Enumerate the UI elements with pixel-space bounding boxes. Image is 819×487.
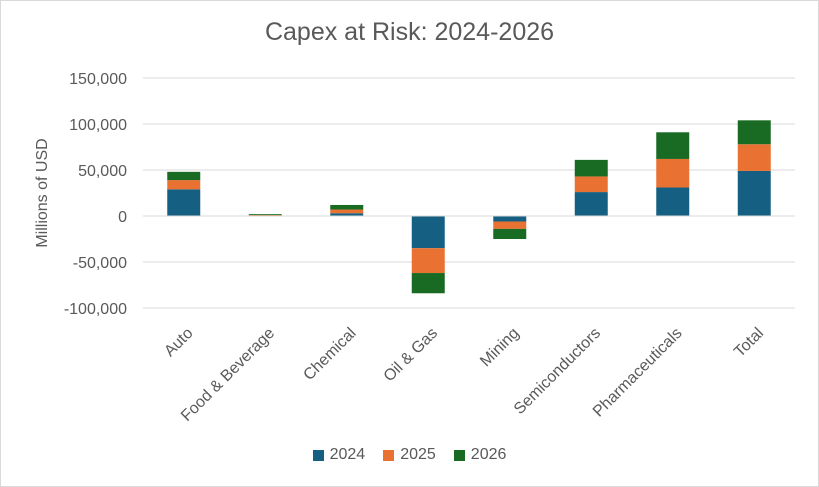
bars bbox=[143, 120, 795, 294]
bar-2024 bbox=[330, 213, 364, 216]
legend-label: 2026 bbox=[470, 446, 507, 463]
bar-2026 bbox=[737, 120, 771, 145]
x-category-label: Oil & Gas bbox=[381, 325, 441, 385]
x-category-label: Auto bbox=[161, 325, 196, 360]
chart-title: Capex at Risk: 2024-2026 bbox=[264, 18, 555, 46]
legend-item: 2024 bbox=[312, 446, 366, 464]
legend-swatch bbox=[383, 449, 395, 461]
y-tick-label: -100,000 bbox=[64, 301, 127, 318]
bar-2025 bbox=[737, 144, 771, 171]
x-category-label: Pharmaceuticals bbox=[590, 325, 686, 421]
bar-2026 bbox=[248, 214, 282, 216]
bar-2025 bbox=[411, 248, 445, 274]
y-tick-label: -50,000 bbox=[73, 255, 127, 272]
bar-2025 bbox=[330, 209, 364, 214]
y-tick-label: 150,000 bbox=[69, 71, 127, 88]
x-category-label: Mining bbox=[477, 325, 522, 370]
legend-item: 2025 bbox=[383, 446, 436, 464]
bar-2024 bbox=[167, 189, 201, 216]
bar-2024 bbox=[493, 216, 527, 222]
bar-2026 bbox=[330, 204, 364, 210]
legend-swatch bbox=[453, 449, 465, 461]
legend-label: 2025 bbox=[400, 446, 436, 463]
bar-2024 bbox=[656, 187, 690, 216]
grid-lines bbox=[143, 77, 795, 309]
bar-2026 bbox=[167, 171, 201, 181]
y-tick-label: 100,000 bbox=[69, 117, 127, 134]
bar-2026 bbox=[411, 273, 445, 294]
bar-2026 bbox=[493, 228, 527, 239]
bar-2025 bbox=[493, 221, 527, 229]
x-category-label: Total bbox=[731, 325, 767, 361]
legend-label: 2024 bbox=[329, 446, 366, 463]
bar-2025 bbox=[574, 176, 608, 193]
legend: 2024 2025 2026 bbox=[0, 446, 819, 464]
y-tick-label: 0 bbox=[118, 209, 127, 226]
bar-2024 bbox=[411, 216, 445, 249]
bar-2025 bbox=[248, 215, 282, 216]
y-tick-label: 50,000 bbox=[78, 163, 127, 180]
y-axis-label: Millions of USD bbox=[34, 138, 51, 247]
y-axis-ticks: 150,000 100,000 50,000 0 -50,000 -100,000 bbox=[64, 71, 127, 318]
x-category-label: Chemical bbox=[300, 325, 359, 384]
x-category-label: Semiconductors bbox=[511, 325, 604, 418]
bar-2026 bbox=[656, 132, 690, 159]
legend-item: 2026 bbox=[453, 446, 507, 464]
bar-2024 bbox=[737, 170, 771, 216]
bar-2024 bbox=[574, 192, 608, 216]
bar-2025 bbox=[167, 180, 201, 190]
bar-2025 bbox=[656, 158, 690, 188]
bar-2026 bbox=[574, 159, 608, 177]
legend-swatch bbox=[312, 449, 324, 461]
